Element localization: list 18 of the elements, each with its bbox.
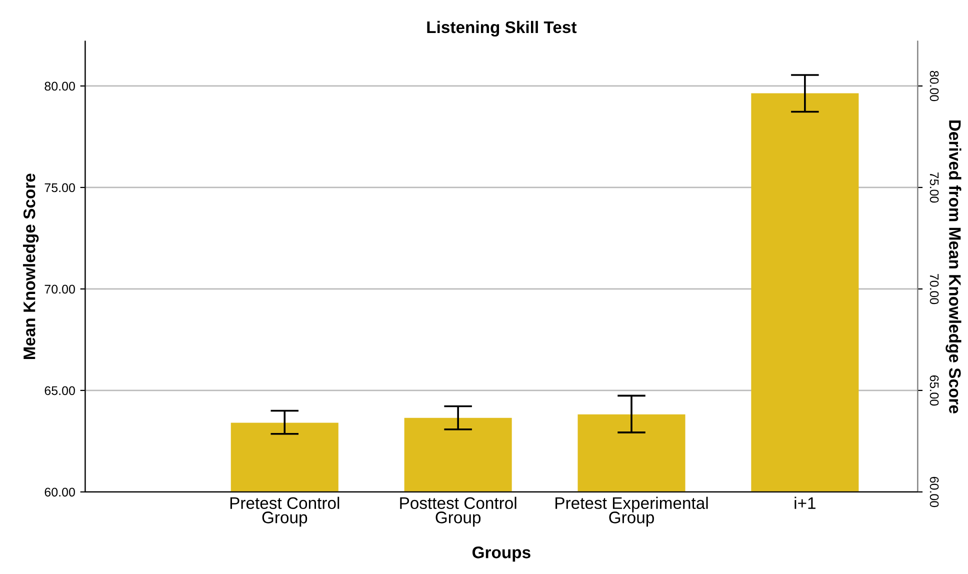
y-tick-label: 80.00 bbox=[44, 82, 75, 91]
x-tick-label: i+1 bbox=[794, 496, 816, 509]
y2-tick-label: 60.00 bbox=[930, 476, 939, 508]
chart-title: Listening Skill Test bbox=[427, 20, 577, 37]
y2-tick-label: 75.00 bbox=[930, 172, 939, 203]
y2-tick-label: 65.00 bbox=[930, 375, 939, 406]
y-tick-label: 60.00 bbox=[44, 488, 75, 497]
y-axis-title: Mean Knowledge Score bbox=[23, 174, 39, 360]
x-axis-title: Groups bbox=[472, 546, 530, 562]
x-tick-label: Pretest Experimental Group bbox=[556, 496, 708, 527]
x-tick-label: Pretest Control Group bbox=[230, 496, 340, 527]
y-tick-label: 70.00 bbox=[44, 284, 75, 294]
y2-tick-label: 80.00 bbox=[930, 70, 939, 102]
y-tick-label: 75.00 bbox=[44, 183, 75, 192]
y2-axis-title: Derived from Mean Knowledge Score bbox=[946, 120, 962, 414]
y-tick-label: 65.00 bbox=[44, 386, 75, 396]
x-tick-label: Posttest Control Group bbox=[400, 496, 516, 527]
y2-tick-label: 70.00 bbox=[930, 274, 939, 304]
